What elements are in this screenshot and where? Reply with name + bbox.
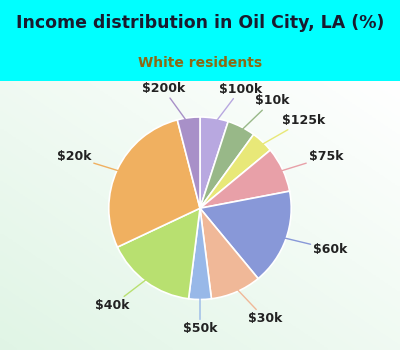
Text: $200k: $200k xyxy=(142,82,188,123)
Text: $75k: $75k xyxy=(279,150,344,172)
Text: $20k: $20k xyxy=(56,150,121,172)
Text: $125k: $125k xyxy=(260,114,326,146)
Text: $30k: $30k xyxy=(235,287,282,325)
Wedge shape xyxy=(200,191,291,279)
Wedge shape xyxy=(109,120,200,247)
Text: $100k: $100k xyxy=(215,83,262,123)
Wedge shape xyxy=(200,134,270,208)
Wedge shape xyxy=(200,121,254,208)
Wedge shape xyxy=(200,117,228,208)
Wedge shape xyxy=(200,150,290,208)
Text: $50k: $50k xyxy=(183,295,217,335)
Text: $60k: $60k xyxy=(282,237,348,256)
Text: White residents: White residents xyxy=(138,56,262,70)
Wedge shape xyxy=(177,117,200,208)
Text: $40k: $40k xyxy=(95,278,148,312)
Wedge shape xyxy=(118,208,200,299)
Wedge shape xyxy=(200,208,258,299)
Text: $10k: $10k xyxy=(240,94,289,132)
Wedge shape xyxy=(188,208,212,300)
Text: Income distribution in Oil City, LA (%): Income distribution in Oil City, LA (%) xyxy=(16,14,384,32)
